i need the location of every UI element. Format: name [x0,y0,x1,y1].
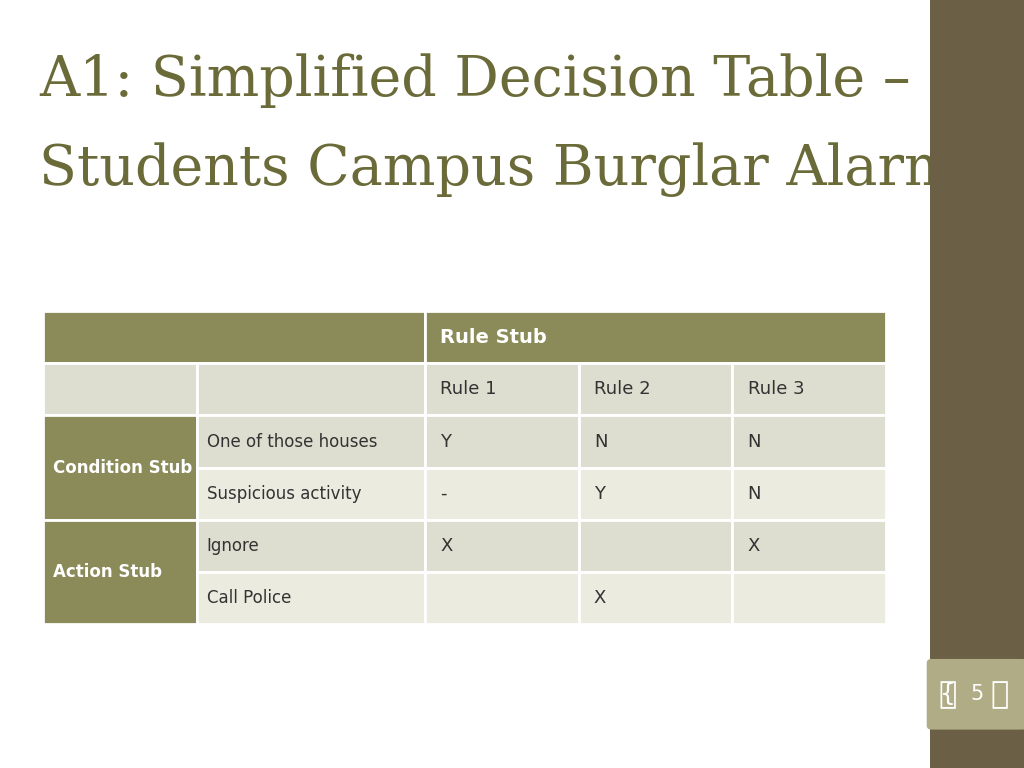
Text: 5: 5 [971,684,983,704]
Text: Y: Y [594,485,605,503]
Text: Y: Y [440,432,452,451]
Text: X: X [748,537,760,555]
Text: One of those houses: One of those houses [207,432,378,451]
Text: -: - [440,485,446,503]
Text: Rule 1: Rule 1 [440,380,497,399]
Text: X: X [594,589,606,607]
Text: 〈: 〈 [938,680,956,709]
Text: {: { [940,682,956,707]
Text: Condition Stub: Condition Stub [53,458,193,477]
Text: Suspicious activity: Suspicious activity [207,485,361,503]
Text: A1: Simplified Decision Table –: A1: Simplified Decision Table – [39,54,910,108]
Text: N: N [748,485,761,503]
Text: Students Campus Burglar Alarm: Students Campus Burglar Alarm [39,142,956,197]
Text: Rule Stub: Rule Stub [440,328,547,346]
Text: N: N [748,432,761,451]
Text: Ignore: Ignore [207,537,260,555]
Text: X: X [440,537,453,555]
Text: 〉: 〉 [990,680,1009,709]
Text: Rule 2: Rule 2 [594,380,650,399]
Text: N: N [594,432,607,451]
Text: Action Stub: Action Stub [53,563,162,581]
Text: Call Police: Call Police [207,589,291,607]
Text: Rule 3: Rule 3 [748,380,804,399]
